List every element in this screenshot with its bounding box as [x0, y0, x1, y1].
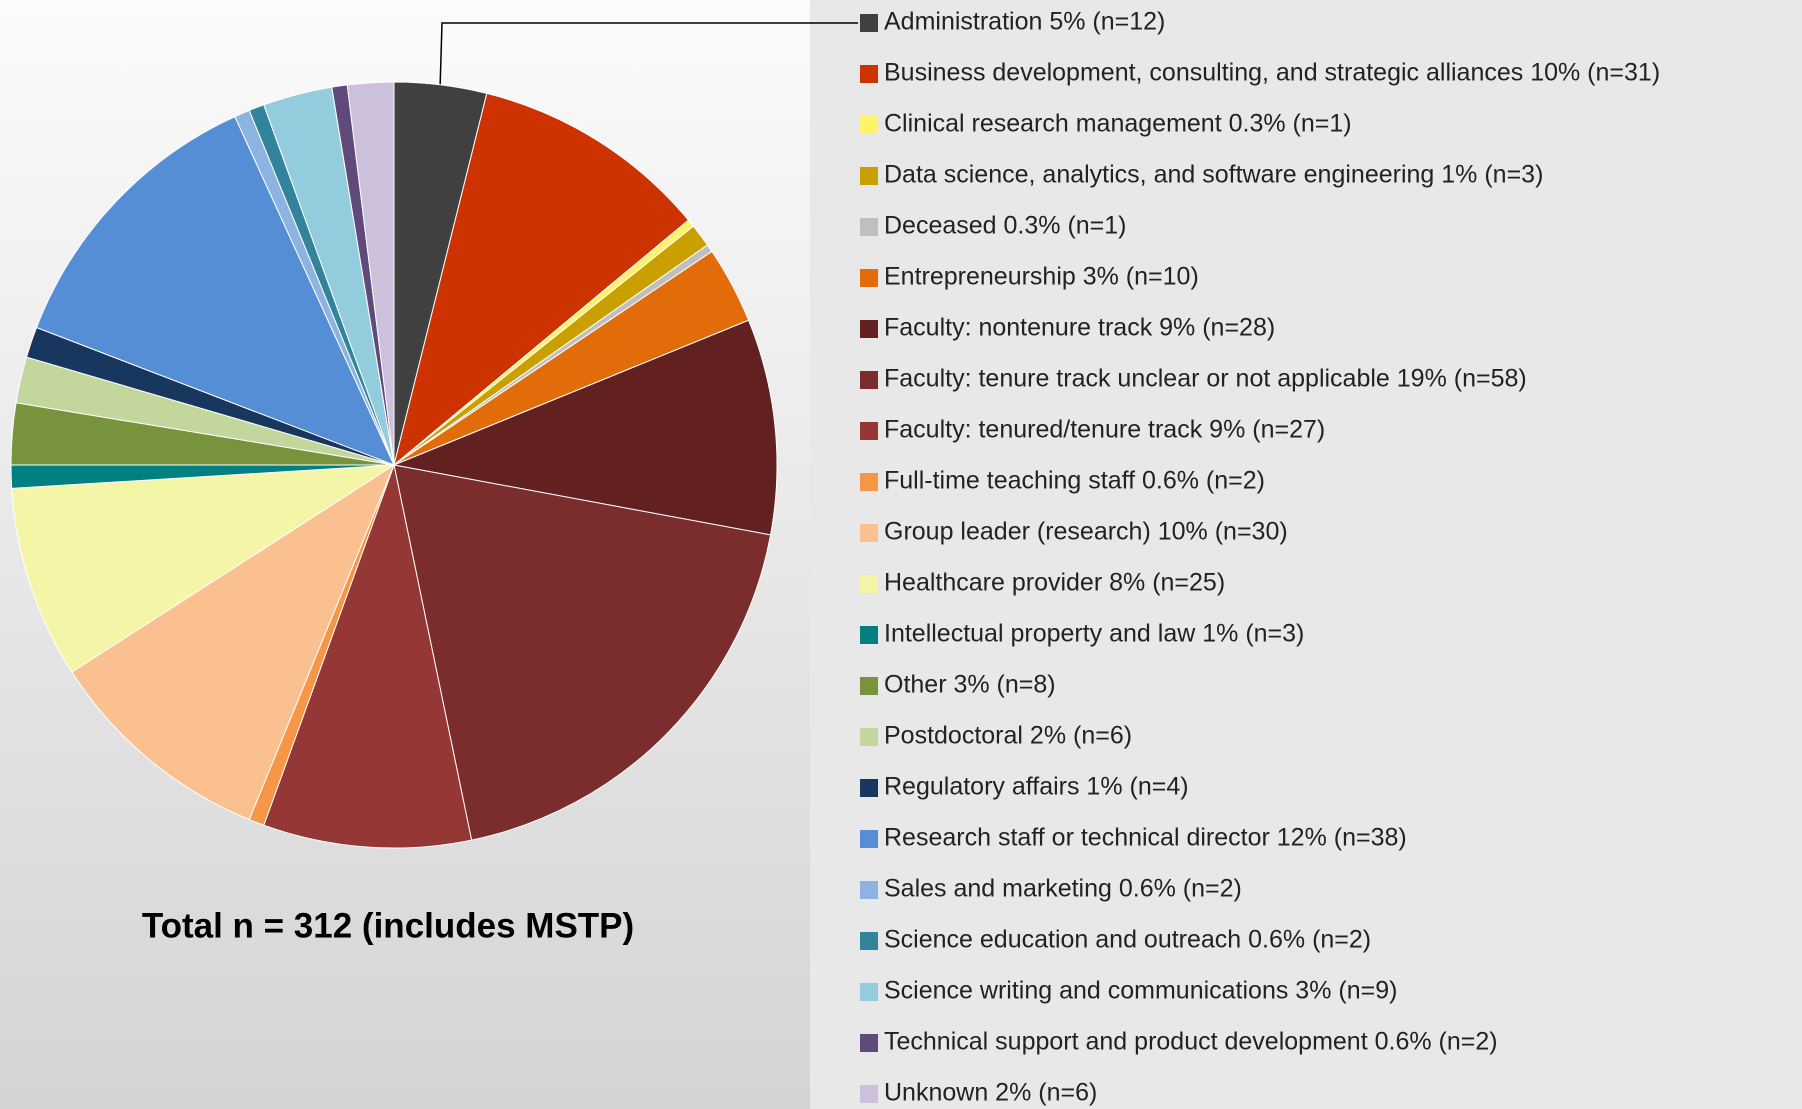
legend-swatch	[860, 1034, 878, 1052]
legend-swatch	[860, 524, 878, 542]
legend-swatch	[860, 167, 878, 185]
pie-slice	[393, 92, 690, 467]
pie-slice	[35, 115, 395, 466]
legend-label: Science writing and communications 3% (n…	[884, 977, 1397, 1005]
legend-label: Administration 5% (n=12)	[884, 8, 1165, 36]
legend-label: Data science, analytics, and software en…	[884, 161, 1543, 189]
legend-swatch	[860, 983, 878, 1001]
legend-label: Full-time teaching staff 0.6% (n=2)	[884, 467, 1265, 495]
legend-label: Healthcare provider 8% (n=25)	[884, 569, 1225, 597]
legend-swatch	[860, 65, 878, 83]
legend-label: Entrepreneurship 3% (n=10)	[884, 263, 1199, 291]
legend-swatch	[860, 371, 878, 389]
legend-label: Faculty: tenure track unclear or not app…	[884, 365, 1527, 393]
legend-swatch	[860, 626, 878, 644]
legend-label: Science education and outreach 0.6% (n=2…	[884, 926, 1371, 954]
legend-swatch	[860, 269, 878, 287]
legend-swatch	[860, 473, 878, 491]
legend-label: Deceased 0.3% (n=1)	[884, 212, 1127, 240]
pie-slice	[71, 463, 396, 821]
legend-swatch	[860, 830, 878, 848]
legend-swatch	[860, 116, 878, 134]
pie-slice	[346, 81, 395, 466]
legend-label: Postdoctoral 2% (n=6)	[884, 722, 1132, 750]
legend-label: Clinical research management 0.3% (n=1)	[884, 110, 1352, 138]
pie-slice	[393, 464, 772, 841]
legend-label: Research staff or technical director 12%…	[884, 824, 1407, 852]
legend-label: Faculty: nontenure track 9% (n=28)	[884, 314, 1275, 342]
legend-swatch	[860, 677, 878, 695]
legend-label: Business development, consulting, and st…	[884, 59, 1660, 87]
pie-slice	[11, 464, 396, 673]
total-annotation: Total n = 312 (includes MSTP)	[142, 906, 634, 945]
legend-label: Unknown 2% (n=6)	[884, 1079, 1097, 1107]
legend-label: Sales and marketing 0.6% (n=2)	[884, 875, 1242, 903]
legend-label: Other 3% (n=8)	[884, 671, 1056, 699]
legend-swatch	[860, 932, 878, 950]
pie-slice	[392, 319, 778, 536]
legend-label: Regulatory affairs 1% (n=4)	[884, 773, 1189, 801]
leader-line	[439, 22, 858, 91]
legend-label: Intellectual property and law 1% (n=3)	[884, 620, 1304, 648]
legend-swatch	[860, 728, 878, 746]
legend-swatch	[860, 320, 878, 338]
legend-background	[810, 0, 1802, 1109]
pie-slice	[263, 463, 473, 849]
legend-label: Faculty: tenured/tenure track 9% (n=27)	[884, 416, 1325, 444]
legend-swatch	[860, 575, 878, 593]
legend-swatch	[860, 14, 878, 32]
legend-swatch	[860, 218, 878, 236]
legend-swatch	[860, 1085, 878, 1103]
legend-label: Technical support and product developmen…	[884, 1028, 1498, 1056]
legend-swatch	[860, 422, 878, 440]
legend-label: Group leader (research) 10% (n=30)	[884, 518, 1288, 546]
legend-swatch	[860, 881, 878, 899]
legend-swatch	[860, 779, 878, 797]
